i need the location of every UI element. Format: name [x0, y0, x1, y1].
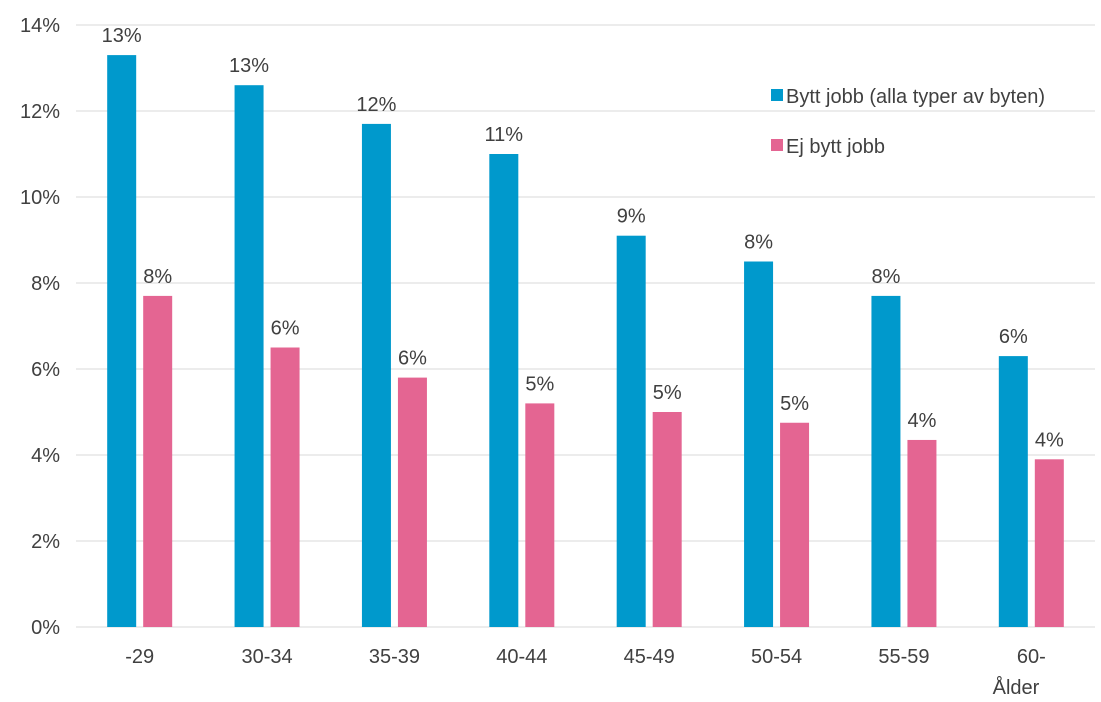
- y-tick-label: 12%: [20, 101, 60, 123]
- y-tick-label: 0%: [31, 617, 60, 639]
- legend-label: Ej bytt jobb: [786, 136, 885, 158]
- y-tick-label: 8%: [31, 273, 60, 295]
- data-label: 5%: [653, 382, 682, 404]
- data-label: 5%: [780, 393, 809, 415]
- y-tick-label: 6%: [31, 359, 60, 381]
- bar: [871, 295, 901, 627]
- data-label: 6%: [271, 318, 300, 340]
- x-tick-label: 30-34: [241, 646, 292, 668]
- x-tick-label: 50-54: [751, 646, 802, 668]
- bar: [1034, 459, 1064, 627]
- data-label: 6%: [999, 326, 1028, 348]
- x-tick-label: 40-44: [496, 646, 547, 668]
- data-labels: 13% 8% 13% 6% 12% 6% 11% 5% 9% 5% 8% 5% 8% 4% 6% 4%: [102, 25, 1064, 451]
- bar: [907, 439, 937, 627]
- x-tick-label: 55-59: [878, 646, 929, 668]
- y-tick-label: 4%: [31, 445, 60, 467]
- x-tick-label: 45-49: [624, 646, 675, 668]
- bar: [998, 356, 1028, 627]
- data-label: 12%: [356, 94, 396, 116]
- legend: Bytt jobb (alla typer av byten) Ej bytt j…: [771, 86, 1045, 158]
- data-label: 5%: [525, 373, 554, 395]
- data-label: 4%: [1035, 429, 1064, 451]
- data-label: 8%: [744, 232, 773, 254]
- bar: [652, 412, 682, 627]
- y-tick-label: 10%: [20, 187, 60, 209]
- bar: [489, 154, 519, 627]
- bar: [616, 235, 646, 627]
- data-label: 8%: [871, 266, 900, 288]
- bar: [744, 261, 774, 627]
- data-label: 6%: [398, 348, 427, 370]
- y-tick-label: 2%: [31, 531, 60, 553]
- x-tick-label: 35-39: [369, 646, 420, 668]
- bar: [397, 377, 427, 627]
- bar: [143, 295, 173, 627]
- bars: [107, 55, 1064, 628]
- gridlines: [76, 24, 1095, 628]
- data-label: 13%: [229, 55, 269, 77]
- bar: [525, 403, 555, 627]
- legend-swatch: [771, 139, 783, 151]
- data-label: 13%: [102, 25, 142, 47]
- x-axis-categories: -29 30-34 35-39 40-44 45-49 50-54 55-59 60-: [125, 646, 1046, 668]
- legend-label: Bytt jobb (alla typer av byten): [786, 86, 1045, 108]
- bar: [234, 85, 264, 627]
- bar: [270, 347, 300, 627]
- x-tick-label: -29: [125, 646, 154, 668]
- bar: [780, 422, 810, 627]
- x-tick-label: 60-: [1017, 646, 1046, 668]
- x-axis-title: Ålder: [993, 676, 1040, 697]
- data-label: 9%: [617, 206, 646, 228]
- bar: [107, 55, 137, 628]
- legend-swatch: [771, 89, 783, 101]
- y-tick-label: 14%: [20, 15, 60, 37]
- y-axis-ticks: 0% 2% 4% 6% 8% 10% 12% 14%: [20, 15, 60, 639]
- data-label: 11%: [485, 124, 524, 146]
- bar: [361, 123, 391, 628]
- data-label: 4%: [907, 410, 936, 432]
- data-label: 8%: [143, 266, 172, 288]
